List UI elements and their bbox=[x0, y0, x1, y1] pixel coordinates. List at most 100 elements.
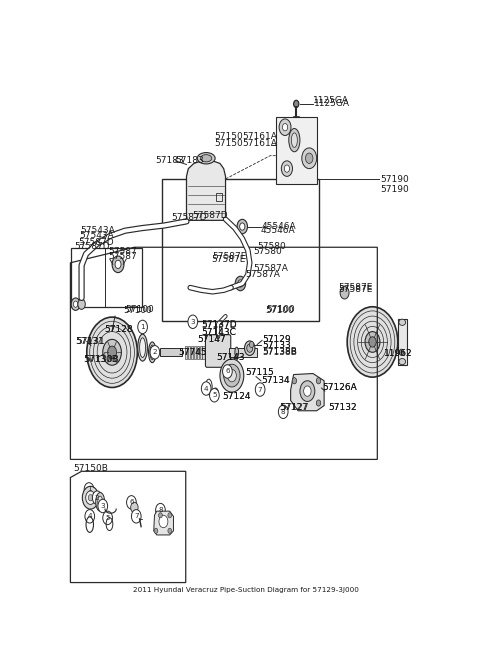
Text: 57131: 57131 bbox=[75, 337, 104, 346]
Circle shape bbox=[255, 383, 265, 396]
Text: 57161A: 57161A bbox=[242, 139, 277, 149]
Text: 8: 8 bbox=[281, 409, 286, 415]
Circle shape bbox=[238, 280, 243, 287]
Text: 57130B: 57130B bbox=[84, 355, 118, 364]
Circle shape bbox=[399, 349, 404, 355]
Circle shape bbox=[224, 364, 240, 387]
Bar bbox=[71, 248, 142, 307]
Text: 5: 5 bbox=[212, 392, 216, 398]
Circle shape bbox=[240, 223, 245, 230]
Polygon shape bbox=[186, 161, 226, 220]
Text: 2: 2 bbox=[153, 349, 157, 355]
Text: 57134: 57134 bbox=[261, 376, 289, 385]
Circle shape bbox=[115, 260, 121, 269]
Ellipse shape bbox=[235, 347, 239, 358]
Circle shape bbox=[282, 124, 288, 131]
Circle shape bbox=[369, 337, 376, 347]
Text: 57190: 57190 bbox=[381, 185, 409, 194]
Bar bbox=[216, 194, 222, 201]
Text: 57143C: 57143C bbox=[202, 328, 236, 337]
Polygon shape bbox=[154, 511, 173, 535]
Circle shape bbox=[71, 298, 80, 310]
Bar bbox=[188, 346, 190, 358]
Text: 57124: 57124 bbox=[222, 392, 251, 401]
Circle shape bbox=[154, 528, 158, 534]
Bar bbox=[196, 346, 199, 358]
Text: 57587D: 57587D bbox=[78, 238, 113, 247]
Text: 1: 1 bbox=[87, 487, 91, 493]
Text: 57134: 57134 bbox=[261, 376, 289, 385]
Circle shape bbox=[131, 503, 138, 513]
Text: 57100: 57100 bbox=[266, 305, 295, 314]
Text: 57126A: 57126A bbox=[322, 384, 357, 392]
Text: 57126A: 57126A bbox=[322, 384, 357, 392]
Circle shape bbox=[132, 509, 141, 523]
Circle shape bbox=[108, 346, 117, 358]
Ellipse shape bbox=[140, 338, 145, 358]
Circle shape bbox=[278, 405, 288, 419]
Text: 57127: 57127 bbox=[280, 403, 309, 412]
Bar bbox=[185, 346, 187, 358]
Text: 1: 1 bbox=[140, 324, 145, 330]
Text: 57128: 57128 bbox=[105, 325, 133, 333]
Text: 57543A: 57543A bbox=[79, 231, 114, 241]
Circle shape bbox=[85, 491, 96, 505]
Circle shape bbox=[316, 400, 321, 406]
Text: 11962: 11962 bbox=[384, 349, 412, 358]
Circle shape bbox=[84, 482, 94, 496]
Circle shape bbox=[347, 306, 398, 377]
Text: 57183: 57183 bbox=[155, 157, 184, 165]
Text: 57100: 57100 bbox=[123, 306, 152, 315]
Bar bbox=[398, 319, 407, 366]
Ellipse shape bbox=[197, 153, 215, 164]
Text: 57138B: 57138B bbox=[263, 347, 298, 356]
Text: 57115: 57115 bbox=[245, 368, 274, 378]
Text: 2: 2 bbox=[95, 495, 99, 501]
Text: 57587: 57587 bbox=[108, 247, 137, 256]
Text: 57587: 57587 bbox=[108, 252, 137, 261]
Text: 5: 5 bbox=[105, 515, 110, 521]
Circle shape bbox=[281, 161, 292, 176]
Text: 57587A: 57587A bbox=[245, 270, 280, 279]
Circle shape bbox=[316, 378, 321, 384]
Circle shape bbox=[92, 491, 102, 505]
Circle shape bbox=[284, 165, 289, 172]
Text: 6: 6 bbox=[129, 499, 134, 505]
Text: 57190: 57190 bbox=[381, 175, 409, 185]
Polygon shape bbox=[290, 374, 324, 411]
Text: 57587E: 57587E bbox=[338, 285, 372, 294]
Circle shape bbox=[304, 386, 311, 396]
Ellipse shape bbox=[244, 341, 255, 355]
Circle shape bbox=[127, 496, 136, 509]
Text: 57133: 57133 bbox=[263, 341, 291, 350]
Circle shape bbox=[292, 378, 297, 384]
Ellipse shape bbox=[201, 155, 212, 162]
Circle shape bbox=[103, 339, 121, 366]
Text: 57129: 57129 bbox=[263, 335, 291, 344]
Ellipse shape bbox=[150, 345, 155, 360]
Text: 57150: 57150 bbox=[215, 132, 243, 141]
Text: 1125GA: 1125GA bbox=[313, 96, 349, 105]
Circle shape bbox=[85, 509, 95, 523]
Circle shape bbox=[73, 301, 78, 307]
Ellipse shape bbox=[148, 342, 156, 363]
Text: 57587D: 57587D bbox=[172, 213, 207, 222]
Text: 4: 4 bbox=[87, 513, 92, 519]
Ellipse shape bbox=[138, 334, 147, 361]
Ellipse shape bbox=[247, 344, 252, 352]
Text: 57129: 57129 bbox=[263, 335, 291, 344]
Circle shape bbox=[98, 499, 108, 513]
Circle shape bbox=[83, 487, 99, 509]
Circle shape bbox=[168, 528, 172, 534]
Circle shape bbox=[188, 315, 198, 329]
Text: 57127: 57127 bbox=[279, 403, 308, 412]
Circle shape bbox=[202, 382, 211, 395]
Text: 57580: 57580 bbox=[257, 242, 286, 251]
Text: 57143: 57143 bbox=[216, 353, 245, 362]
Circle shape bbox=[159, 515, 168, 528]
Text: 57587A: 57587A bbox=[253, 265, 288, 274]
Ellipse shape bbox=[399, 358, 406, 365]
Text: 2011 Hyundai Veracruz Pipe-Suction Diagram for 57129-3J000: 2011 Hyundai Veracruz Pipe-Suction Diagr… bbox=[133, 587, 359, 593]
Ellipse shape bbox=[96, 493, 105, 511]
Text: 57130B: 57130B bbox=[84, 355, 119, 364]
